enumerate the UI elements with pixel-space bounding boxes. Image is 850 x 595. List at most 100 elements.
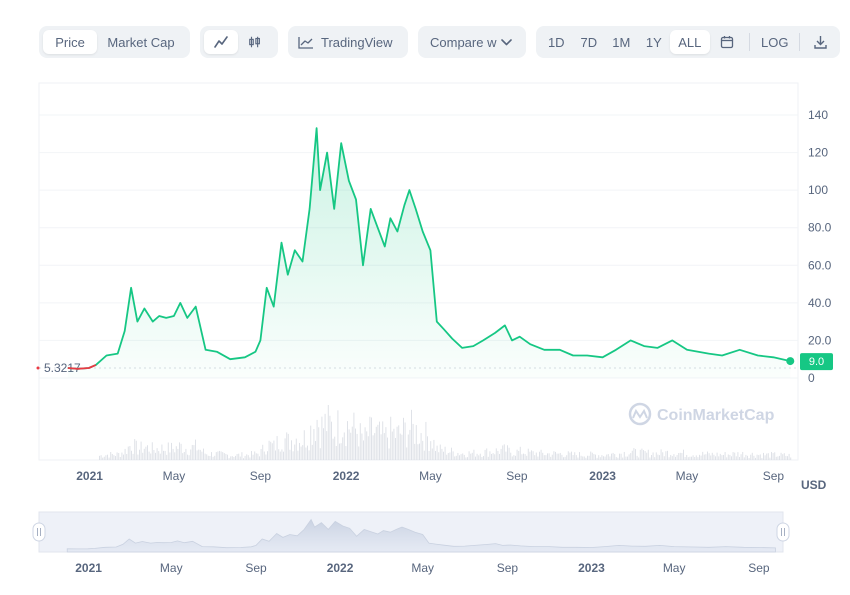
range-7d[interactable]: 7D bbox=[580, 34, 598, 50]
volume-bar bbox=[409, 429, 411, 460]
volume-bar bbox=[491, 453, 492, 460]
volume-bar bbox=[131, 450, 132, 460]
volume-bar bbox=[396, 426, 398, 460]
volume-bar bbox=[670, 454, 672, 460]
volume-bar bbox=[158, 451, 160, 460]
line-chart-icon[interactable] bbox=[204, 30, 238, 54]
navigator-left-handle[interactable] bbox=[32, 522, 46, 542]
volume-bar bbox=[262, 444, 264, 460]
range-1y[interactable]: 1Y bbox=[645, 34, 662, 50]
volume-bar bbox=[430, 441, 432, 460]
range-1m[interactable]: 1M bbox=[612, 34, 631, 50]
volume-bar bbox=[177, 448, 179, 460]
current-price-marker bbox=[786, 357, 795, 366]
volume-bar bbox=[492, 453, 494, 460]
volume-bar bbox=[113, 455, 115, 460]
volume-bar bbox=[398, 425, 400, 460]
volume-bar bbox=[164, 450, 166, 460]
volume-bar bbox=[732, 452, 734, 460]
coinmarketcap-logo-mark bbox=[632, 408, 648, 419]
volume-bar bbox=[371, 417, 372, 460]
range-all[interactable]: ALL bbox=[670, 30, 710, 54]
volume-bar bbox=[419, 443, 420, 460]
navigator-x-tick-label: 2022 bbox=[327, 561, 354, 575]
volume-bar bbox=[267, 451, 268, 460]
volume-bar bbox=[337, 410, 339, 460]
toolbar-divider bbox=[749, 33, 751, 51]
volume-bar bbox=[252, 454, 254, 460]
volume-bar bbox=[324, 413, 326, 460]
navigator-x-tick-label: Sep bbox=[497, 561, 519, 575]
range-1d[interactable]: 1D bbox=[547, 34, 565, 50]
chevron-down-icon bbox=[501, 38, 513, 45]
volume-bar bbox=[284, 438, 286, 460]
volume-bar bbox=[223, 453, 225, 460]
volume-bar bbox=[167, 442, 169, 460]
volume-bar bbox=[695, 455, 697, 460]
volume-bar bbox=[291, 440, 292, 460]
volume-bar bbox=[579, 452, 580, 460]
volume-bar bbox=[313, 428, 315, 460]
volume-bar bbox=[595, 454, 596, 460]
volume-bar bbox=[468, 451, 470, 460]
y-tick-label: 20.0 bbox=[808, 333, 832, 347]
volume-bar bbox=[715, 456, 716, 460]
volume-bar bbox=[203, 448, 204, 460]
volume-bar bbox=[500, 448, 502, 460]
volume-bar bbox=[108, 457, 110, 460]
volume-bar bbox=[655, 452, 657, 460]
volume-bar bbox=[174, 452, 176, 460]
volume-bar bbox=[771, 451, 772, 460]
volume-bar bbox=[300, 446, 302, 460]
volume-bar bbox=[702, 451, 704, 460]
volume-bar bbox=[271, 443, 273, 460]
volume-bar bbox=[270, 441, 272, 460]
volume-bar bbox=[259, 456, 260, 460]
volume-bar bbox=[524, 454, 526, 460]
volume-bar bbox=[454, 456, 456, 460]
volume-bar bbox=[228, 458, 230, 460]
market-cap-tab[interactable]: Market Cap bbox=[107, 34, 175, 50]
volume-bar bbox=[633, 448, 635, 460]
volume-bar bbox=[294, 444, 296, 460]
candlestick-icon[interactable] bbox=[238, 30, 272, 54]
volume-bar bbox=[667, 450, 668, 460]
chart-type-toggle bbox=[200, 26, 278, 58]
volume-bar bbox=[502, 445, 504, 460]
volume-bar bbox=[155, 452, 156, 460]
volume-bar bbox=[543, 455, 545, 460]
volume-bar bbox=[297, 450, 299, 460]
volume-bar bbox=[774, 452, 776, 460]
download-icon[interactable] bbox=[804, 30, 836, 54]
volume-bar bbox=[790, 457, 792, 460]
volume-bar bbox=[379, 421, 380, 460]
x-tick-label: May bbox=[163, 469, 186, 483]
volume-bar bbox=[257, 453, 259, 460]
volume-bar bbox=[593, 454, 595, 460]
volume-bar bbox=[423, 450, 425, 460]
compare-dropdown[interactable]: Compare w bbox=[418, 26, 526, 58]
volume-bar bbox=[567, 451, 569, 460]
price-tab[interactable]: Price bbox=[43, 30, 97, 54]
calendar-icon[interactable] bbox=[710, 30, 746, 54]
volume-bar bbox=[615, 457, 617, 460]
volume-bar bbox=[556, 453, 558, 460]
volume-bar bbox=[723, 454, 724, 460]
volume-bar bbox=[644, 451, 646, 460]
volume-bar bbox=[414, 443, 416, 460]
volume-bar bbox=[126, 454, 128, 460]
log-toggle[interactable]: LOG bbox=[761, 34, 789, 50]
volume-bar bbox=[310, 425, 312, 460]
volume-bar bbox=[412, 423, 414, 460]
navigator-right-handle[interactable] bbox=[776, 522, 790, 542]
volume-bar bbox=[572, 455, 574, 460]
volume-bar bbox=[201, 451, 203, 460]
volume-bar bbox=[243, 458, 244, 460]
volume-bar bbox=[487, 456, 489, 460]
volume-bar bbox=[406, 447, 408, 460]
volume-bar bbox=[622, 457, 624, 460]
volume-bar bbox=[315, 441, 316, 460]
tradingview-button[interactable]: TradingView bbox=[288, 26, 408, 58]
volume-bar bbox=[663, 456, 665, 460]
